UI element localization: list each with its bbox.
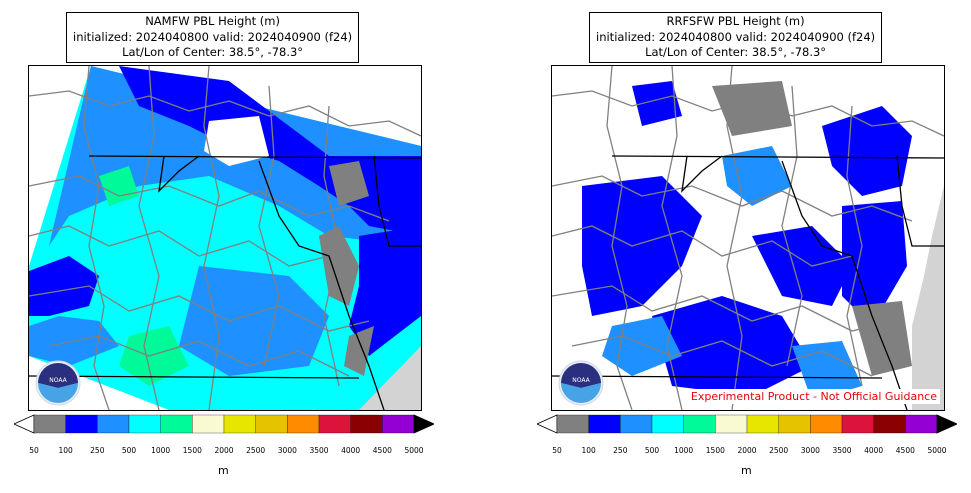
noaa-logo: NOAA [35, 360, 81, 406]
colorbar-tick-label: 5000 [404, 446, 424, 455]
colorbar-under-arrow [537, 414, 558, 434]
colorbar-tick-label: 4500 [372, 446, 392, 455]
colorbar-swatch [746, 414, 779, 434]
colorbar-tick-label: 3500 [309, 446, 329, 455]
colorbar-tick-label: 1500 [182, 446, 202, 455]
colorbar-tick-label: 1500 [705, 446, 725, 455]
colorbar-tick-label: 1000 [151, 446, 171, 455]
title-line-2: initialized: 2024040800 valid: 202404090… [596, 29, 876, 44]
colorbar-tick-label: 250 [613, 446, 628, 455]
colorbar-over-arrow [936, 414, 957, 434]
colorbar-swatch [683, 414, 716, 434]
pbl-map [552, 66, 944, 410]
colorbar-tick-label: 100 [58, 446, 73, 455]
colorbar-tick-label: 3000 [277, 446, 297, 455]
colorbar-swatch [778, 414, 811, 434]
colorbar-swatch [810, 414, 843, 434]
colorbar-tick-label: 5000 [927, 446, 947, 455]
colorbar-tick-label: 50 [552, 446, 562, 455]
colorbar-tick-label: 500 [644, 446, 660, 455]
colorbar-tick-label: 4500 [895, 446, 915, 455]
map-area: NOAA [28, 65, 422, 411]
colorbar-tick-label: 100 [581, 446, 596, 455]
colorbar [14, 414, 434, 434]
colorbar-tick-label: 3000 [800, 446, 820, 455]
colorbar-over-arrow [413, 414, 434, 434]
panel-title: RRFSFW PBL Height (m) initialized: 20240… [589, 12, 883, 63]
colorbar-swatch [97, 414, 130, 434]
colorbar-swatch [905, 414, 938, 434]
colorbar-swatch [715, 414, 748, 434]
colorbar-swatch [160, 414, 193, 434]
colorbar-swatch [350, 414, 383, 434]
colorbar-ticks: 50 100 250 500 1000 1500 2000 2500 3000 3500 4000 4… [0, 446, 460, 458]
svg-text:NOAA: NOAA [572, 377, 590, 384]
noaa-logo: NOAA [558, 360, 604, 406]
colorbar-swatch [651, 414, 684, 434]
colorbar-tick-label: 3500 [832, 446, 852, 455]
colorbar-swatch [223, 414, 256, 434]
colorbar-unit: m [218, 464, 229, 477]
pbl-map [29, 66, 421, 410]
colorbar-tick-label: 2000 [737, 446, 757, 455]
title-line-1: NAMFW PBL Height (m) [145, 14, 280, 28]
colorbar-tick-label: 500 [121, 446, 137, 455]
colorbar-swatch [128, 414, 161, 434]
colorbar-unit: m [741, 464, 752, 477]
colorbar-tick-label: 4000 [341, 446, 361, 455]
panel-rrfsfw: RRFSFW PBL Height (m) initialized: 20240… [523, 0, 971, 493]
experimental-banner: Experimental Product - Not Official Guid… [687, 389, 940, 404]
colorbar-tick-label: 2500 [769, 446, 789, 455]
colorbar-tick-label: 250 [90, 446, 105, 455]
colorbar-swatch [556, 414, 589, 434]
title-line-3: Lat/Lon of Center: 38.5°, -78.3° [122, 45, 304, 59]
title-line-2: initialized: 2024040800 valid: 202404090… [73, 29, 353, 44]
title-line-1: RRFSFW PBL Height (m) [666, 14, 805, 28]
colorbar-swatch [588, 414, 621, 434]
panel-namfw: NAMFW PBL Height (m) initialized: 202404… [0, 0, 460, 493]
colorbar-under-arrow [14, 414, 35, 434]
colorbar-swatch [620, 414, 653, 434]
colorbar-swatch [318, 414, 351, 434]
colorbar-swatch [287, 414, 320, 434]
colorbar [537, 414, 957, 434]
map-area: NOAA Experimental Product - Not Official… [551, 65, 945, 411]
colorbar-tick-label: 2500 [246, 446, 266, 455]
colorbar-swatch [33, 414, 66, 434]
colorbar-swatch [65, 414, 98, 434]
colorbar-swatch [841, 414, 874, 434]
colorbar-swatch [873, 414, 906, 434]
colorbar-swatch [382, 414, 415, 434]
colorbar-swatch [192, 414, 225, 434]
title-line-3: Lat/Lon of Center: 38.5°, -78.3° [645, 45, 827, 59]
colorbar-tick-label: 2000 [214, 446, 234, 455]
colorbar-tick-label: 1000 [674, 446, 694, 455]
panel-title: NAMFW PBL Height (m) initialized: 202404… [66, 12, 360, 63]
colorbar-tick-label: 50 [29, 446, 39, 455]
colorbar-ticks: 50 100 250 500 1000 1500 2000 2500 3000 3500 4000 4… [523, 446, 971, 458]
colorbar-tick-label: 4000 [864, 446, 884, 455]
svg-text:NOAA: NOAA [49, 377, 67, 384]
colorbar-swatch [255, 414, 288, 434]
